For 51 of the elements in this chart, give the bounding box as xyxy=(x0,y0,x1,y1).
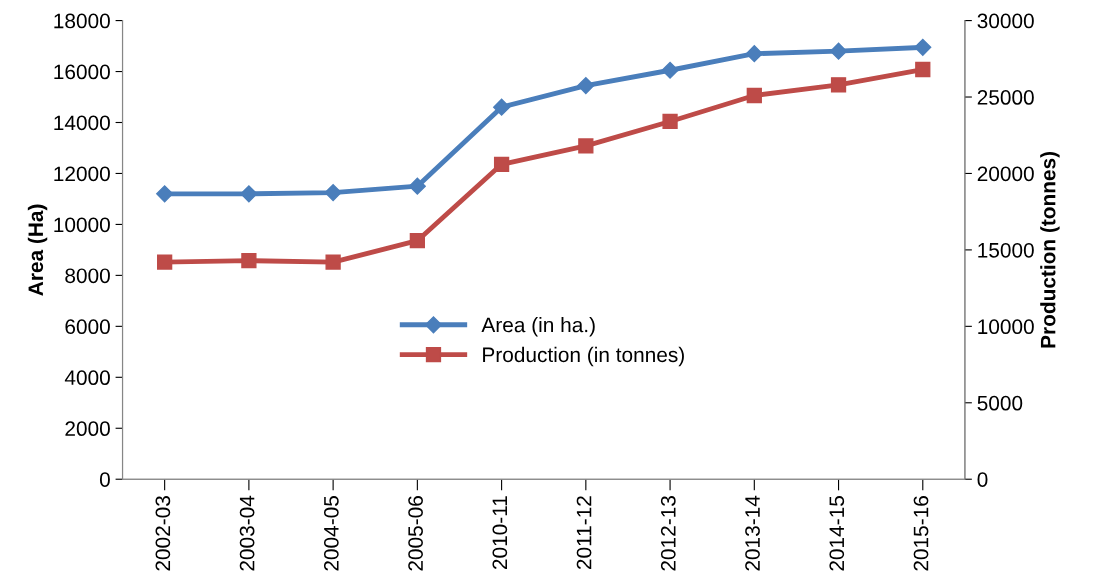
x-tick-label: 2015-16 xyxy=(913,496,929,571)
point xyxy=(914,38,932,56)
point xyxy=(578,138,594,154)
point xyxy=(156,185,174,203)
x-tick-label: 2013-14 xyxy=(745,495,760,571)
y-tick-label: 6000 xyxy=(65,319,110,335)
y-tick-label: 12000 xyxy=(54,166,110,182)
point xyxy=(241,252,257,269)
x-tick-label: 2004-05 xyxy=(323,496,339,571)
y-axis-title: Area (Ha) xyxy=(27,204,48,296)
point xyxy=(157,254,173,270)
y2-tick-label: 0 xyxy=(977,472,988,487)
point xyxy=(577,77,595,95)
x-tick-label: 2003-04 xyxy=(239,495,255,571)
point xyxy=(325,254,341,270)
y-tick-label: 0 xyxy=(99,472,110,487)
x-tick-label: 2010-11 xyxy=(492,496,508,570)
point xyxy=(915,61,931,78)
y-tick-label: 16000 xyxy=(54,64,110,80)
y-tick-label: 14000 xyxy=(54,115,110,131)
x-tick-label: 2011-12 xyxy=(576,496,592,570)
y2-tick-label: 5000 xyxy=(977,395,1023,411)
point xyxy=(408,177,426,195)
y2-axis-title: Production (tonnes) xyxy=(1040,151,1060,348)
legend-label: Production (in tonnes) xyxy=(483,346,684,367)
x-tick-label: 2005-06 xyxy=(408,496,423,571)
y2-tick-label: 20000 xyxy=(977,166,1034,182)
x-tick-label: 2014-15 xyxy=(829,496,845,571)
x-tick-label: 2002-03 xyxy=(155,496,171,571)
point xyxy=(745,45,763,63)
point xyxy=(661,61,679,79)
y2-tick-label: 25000 xyxy=(977,90,1034,105)
y-tick-label: 2000 xyxy=(65,421,110,437)
point xyxy=(493,98,511,116)
point xyxy=(829,42,848,60)
y2-tick-label: 30000 xyxy=(977,13,1034,29)
legend-label: Area (in ha.) xyxy=(481,317,595,337)
point xyxy=(240,185,258,203)
point xyxy=(409,233,426,249)
y2-tick-label: 10000 xyxy=(978,319,1034,335)
y-tick-label: 18000 xyxy=(54,13,110,29)
point xyxy=(662,113,678,130)
point xyxy=(830,77,847,93)
y-tick-label: 4000 xyxy=(64,370,110,386)
point xyxy=(324,184,342,202)
y-tick-label: 10000 xyxy=(54,217,110,233)
y-tick-label: 8000 xyxy=(65,268,110,284)
x-tick-label: 2012-13 xyxy=(660,496,676,571)
point xyxy=(493,156,510,172)
y2-tick-label: 15000 xyxy=(978,242,1034,258)
point xyxy=(746,87,762,104)
